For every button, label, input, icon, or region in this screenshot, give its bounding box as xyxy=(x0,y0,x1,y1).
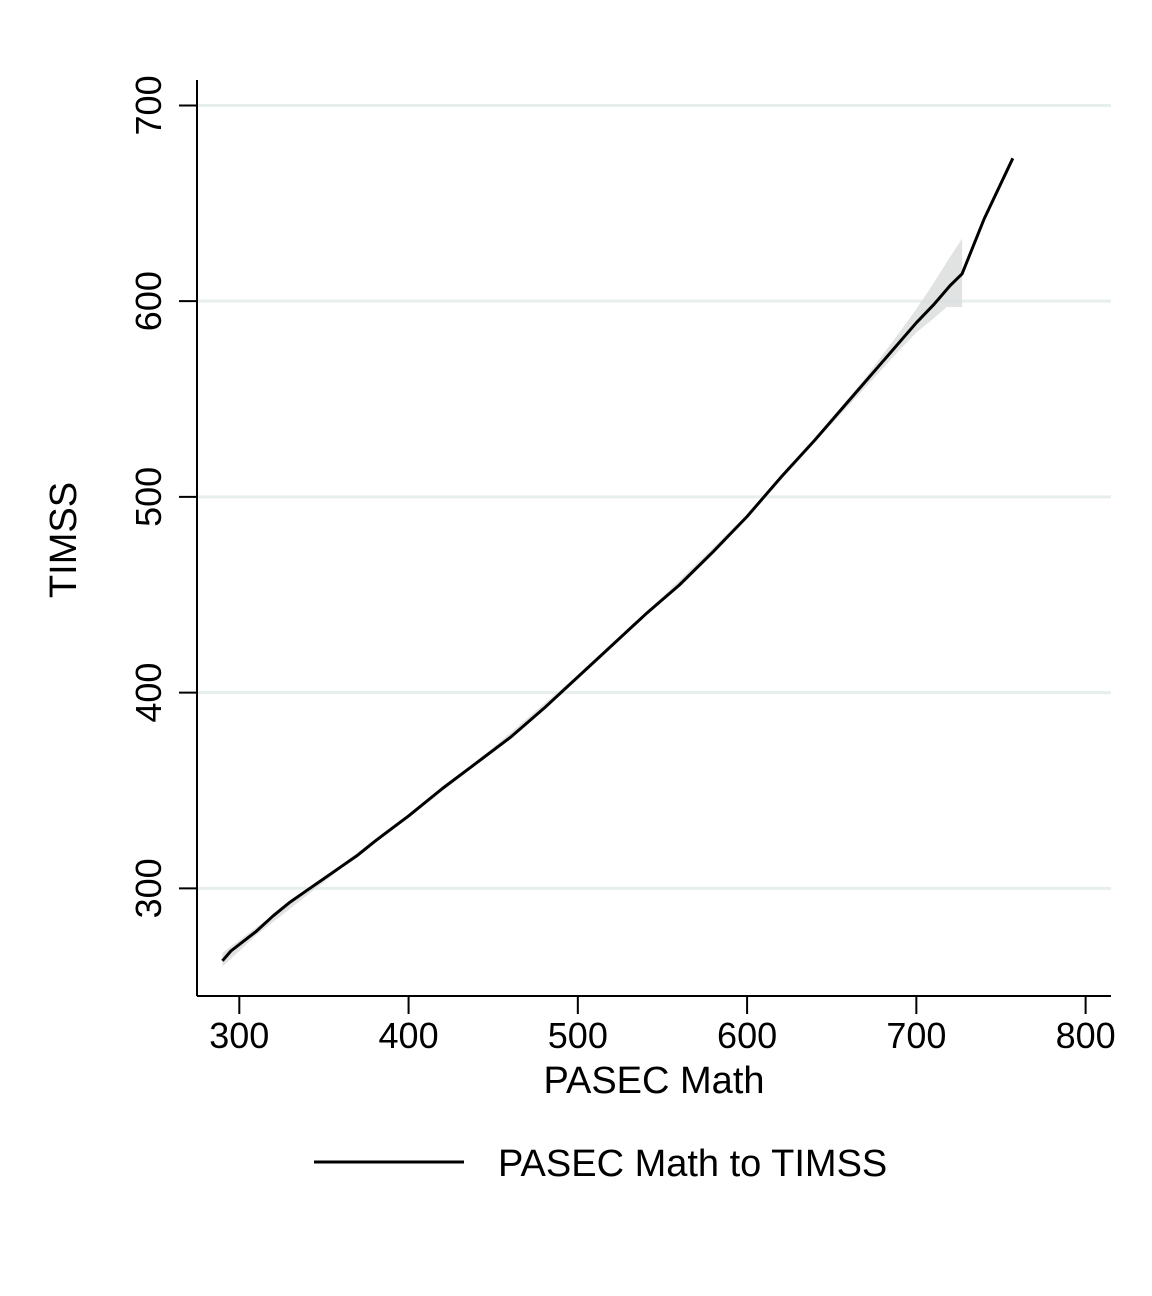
x-tick-label-800: 800 xyxy=(1056,1015,1116,1056)
axes: 300 400 500 600 700 800 300 400 500 600 700 xyxy=(128,75,1116,1056)
x-tick-label-400: 400 xyxy=(379,1015,439,1056)
y-axis-title: TIMSS xyxy=(43,482,85,598)
legend-label: PASEC Math to TIMSS xyxy=(498,1143,887,1185)
confidence-band xyxy=(222,238,963,967)
y-tick-label-700: 700 xyxy=(128,75,169,135)
x-tick-label-500: 500 xyxy=(548,1015,608,1056)
x-tick-label-600: 600 xyxy=(717,1015,777,1056)
y-tick-label-500: 500 xyxy=(128,467,169,527)
x-axis-title: PASEC Math xyxy=(543,1060,764,1102)
series-layer xyxy=(221,157,1015,962)
y-tick-label-600: 600 xyxy=(128,271,169,331)
y-tick-label-300: 300 xyxy=(128,858,169,918)
legend: PASEC Math to TIMSS xyxy=(314,1143,887,1185)
x-tick-label-700: 700 xyxy=(886,1015,946,1056)
grid-lines xyxy=(197,103,1111,890)
x-tick-label-300: 300 xyxy=(209,1015,269,1056)
confidence-band-layer xyxy=(222,238,963,967)
y-tick-label-400: 400 xyxy=(128,663,169,723)
series-line-0 xyxy=(221,157,1015,962)
